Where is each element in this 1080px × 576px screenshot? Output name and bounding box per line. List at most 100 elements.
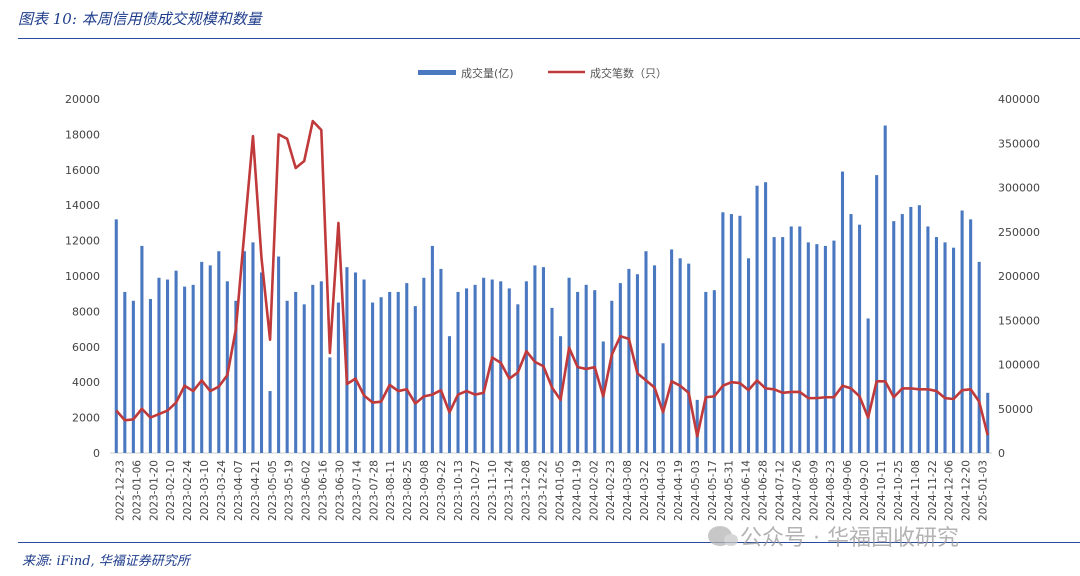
legend-label-count: 成交笔数（只）: [590, 66, 667, 80]
y-right-tick-label: 50000: [998, 403, 1033, 416]
volume-bar: [277, 256, 281, 453]
volume-bar: [174, 270, 178, 453]
watermark-text: 公众号 · 华福固收研究: [740, 526, 959, 551]
x-tick-label: 2023-05-19: [284, 460, 296, 521]
x-axis-ticks: 2022-12-23 2023-01-06 2023-01-20 2023-02-10…: [114, 460, 989, 521]
y-right-tick-label: 100000: [998, 359, 1040, 372]
volume-bar: [362, 279, 366, 453]
volume-bar: [388, 291, 392, 453]
volume-bar: [618, 283, 622, 453]
volume-bar: [875, 175, 879, 454]
x-tick-label: 2023-03-24: [216, 460, 228, 521]
y-left-tick-label: 4000: [72, 376, 100, 389]
volume-bar: [465, 288, 469, 453]
volume-bar: [268, 391, 272, 453]
y-left-tick-label: 20000: [65, 93, 100, 106]
x-tick-label: 2023-11-10: [487, 460, 499, 521]
volume-bar: [533, 265, 537, 453]
y-right-tick-label: 250000: [998, 226, 1040, 239]
volume-bar: [439, 268, 443, 453]
x-tick-label: 2023-12-08: [521, 460, 533, 521]
y-left-tick-label: 12000: [65, 235, 100, 248]
volume-bar: [251, 242, 255, 453]
volume-bar: [772, 237, 776, 453]
volume-bar: [499, 281, 503, 453]
x-tick-label: 2023-09-08: [419, 460, 431, 521]
top-rule: [18, 38, 1080, 39]
volume-bar: [704, 291, 708, 453]
volume-bar: [960, 210, 964, 453]
x-tick-label: 2024-01-05: [554, 460, 566, 521]
y-right-tick-label: 400000: [998, 93, 1040, 106]
x-tick-label: 2022-12-23: [114, 460, 126, 521]
y-left-tick-label: 10000: [65, 270, 100, 283]
volume-bar: [473, 284, 477, 453]
volume-bar: [131, 300, 135, 453]
volume-bar: [909, 206, 913, 453]
x-tick-label: 2024-12-20: [961, 460, 973, 521]
x-tick-label: 2024-08-23: [825, 460, 837, 521]
volume-bar: [781, 237, 785, 453]
x-tick-label: 2024-04-03: [656, 460, 668, 521]
x-tick-label: 2024-12-06: [944, 460, 956, 521]
volume-bar: [183, 286, 187, 453]
x-tick-label: 2025-01-03: [978, 460, 990, 521]
x-tick-label: 2023-08-11: [385, 460, 397, 521]
x-tick-label: 2024-11-08: [910, 460, 922, 521]
y-left-tick-label: 8000: [72, 305, 100, 318]
volume-bar: [943, 242, 947, 453]
volume-bar: [977, 261, 981, 453]
legend-label-volume: 成交量(亿): [461, 66, 514, 80]
x-tick-label: 2024-03-22: [639, 460, 651, 521]
volume-bar: [524, 281, 528, 453]
volume-bar: [447, 336, 452, 453]
x-tick-label: 2023-04-21: [250, 460, 262, 521]
volume-bar: [917, 205, 921, 453]
y-left-tick-label: 18000: [65, 128, 100, 141]
x-tick-label: 2023-02-24: [182, 460, 194, 521]
y-left-tick-label: 14000: [65, 199, 100, 212]
x-tick-label: 2024-05-17: [707, 460, 719, 521]
volume-bar: [302, 304, 306, 453]
volume-bar: [576, 291, 580, 453]
bond-volume-chart: 成交量(亿) 成交笔数（只） 0 2000 4000 6000 8000 10000 120…: [65, 66, 1040, 521]
volume-bar: [371, 302, 375, 453]
volume-bar: [456, 291, 460, 453]
source-note: 来源: iFind, 华福证券研究所: [22, 554, 190, 569]
volume-bar: [516, 304, 520, 453]
volume-bar: [678, 258, 682, 453]
volume-bar: [952, 247, 956, 453]
y-right-tick-label: 350000: [998, 137, 1040, 150]
volume-bar: [815, 244, 819, 453]
volume-bar: [721, 212, 725, 453]
volume-bar: [900, 214, 904, 453]
volume-bar: [806, 242, 810, 453]
x-tick-label: 2023-01-20: [148, 460, 160, 521]
x-tick-label: 2023-08-25: [402, 460, 414, 521]
x-tick-label: 2023-07-14: [351, 460, 363, 521]
volume-bar: [225, 281, 229, 453]
x-tick-label: 2023-11-24: [504, 460, 516, 521]
legend-swatch-volume: [418, 70, 456, 75]
volume-bar: [294, 291, 298, 453]
volume-bar: [969, 219, 973, 453]
x-tick-label: 2024-11-22: [927, 460, 939, 521]
volume-bar: [396, 291, 400, 453]
volume-bar: [200, 261, 204, 453]
volume-bar: [208, 265, 212, 453]
x-tick-label: 2024-09-06: [842, 460, 854, 521]
x-tick-label: 2023-09-22: [436, 460, 448, 521]
volume-bar: [832, 240, 836, 453]
x-tick-label: 2024-05-03: [690, 460, 702, 521]
volume-bar: [507, 288, 511, 453]
volume-bar: [259, 272, 264, 453]
volume-bar: [729, 214, 733, 453]
volume-bar: [157, 277, 161, 453]
volume-bar: [789, 226, 793, 453]
volume-bar: [926, 226, 930, 453]
volume-bar: [764, 182, 768, 453]
x-tick-label: 2024-01-19: [571, 460, 583, 521]
y-axis-right: 0 50000 100000 150000 200000 250000 300000 3500…: [998, 93, 1040, 460]
y-left-tick-label: 2000: [72, 412, 100, 425]
wechat-icon: [708, 526, 738, 546]
